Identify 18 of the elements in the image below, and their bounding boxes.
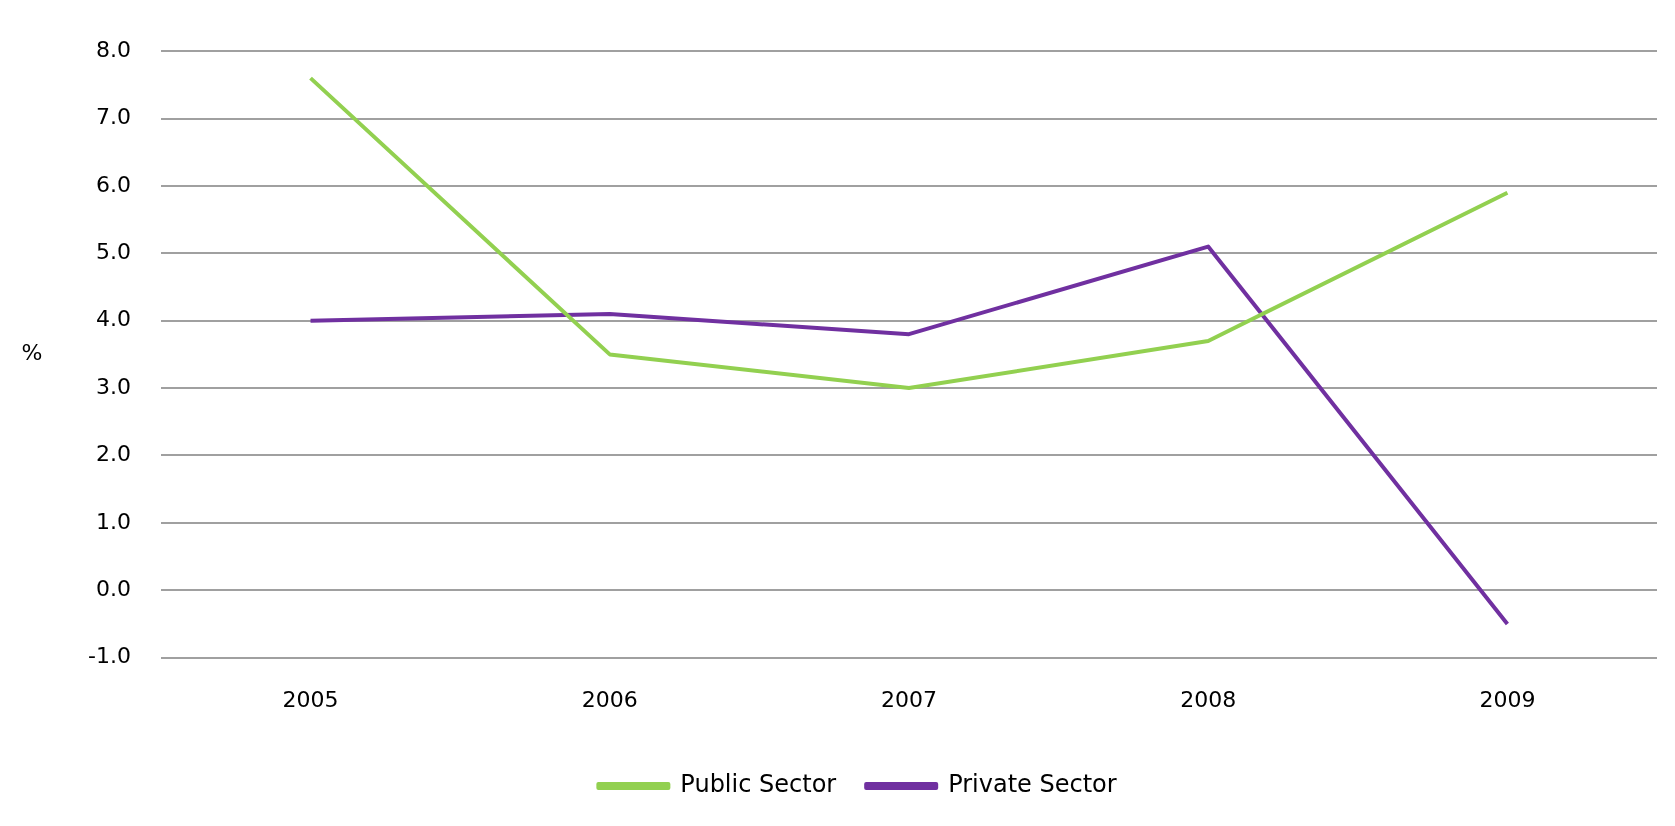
y-tick-label: -1.0 bbox=[87, 643, 131, 669]
x-tick-label: 2005 bbox=[282, 686, 339, 712]
y-tick-label: 5.0 bbox=[95, 239, 131, 265]
x-tick-label: 2008 bbox=[1180, 686, 1237, 712]
y-tick-label: 3.0 bbox=[95, 373, 131, 399]
y-tick-label: 6.0 bbox=[95, 171, 131, 197]
y-axis-title: % bbox=[21, 340, 43, 366]
legend-label: Public Sector bbox=[680, 770, 837, 799]
y-tick-label: 1.0 bbox=[95, 508, 131, 534]
legend-label: Private Sector bbox=[948, 770, 1117, 799]
y-tick-label: 4.0 bbox=[95, 306, 131, 332]
y-tick-label: 7.0 bbox=[95, 104, 131, 130]
y-tick-label: 8.0 bbox=[95, 36, 131, 62]
x-tick-label: 2009 bbox=[1479, 686, 1536, 712]
y-tick-label: 0.0 bbox=[95, 575, 131, 601]
x-tick-label: 2006 bbox=[581, 686, 638, 712]
y-tick-label: 2.0 bbox=[95, 441, 131, 467]
x-tick-label: 2007 bbox=[880, 686, 937, 712]
